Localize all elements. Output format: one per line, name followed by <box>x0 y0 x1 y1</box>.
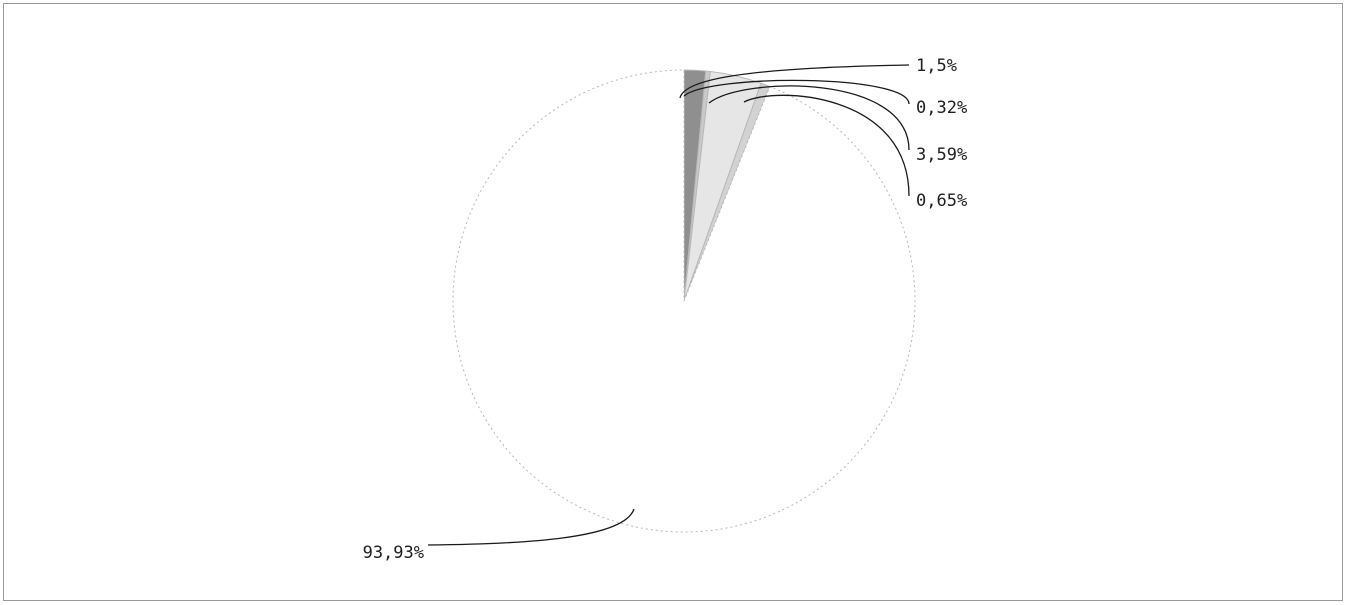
leader-line <box>679 64 910 99</box>
data-label: 93,93% <box>363 543 424 563</box>
pie-chart: 1,5% 0,32% 3,59% 0,65% 93,93% <box>363 56 968 563</box>
leader-line <box>427 508 635 546</box>
leader-line <box>743 94 910 197</box>
data-label: 0,65% <box>916 191 967 211</box>
data-label: 3,59% <box>916 145 967 165</box>
data-label: 0,32% <box>916 98 967 118</box>
pie-slice <box>452 69 916 533</box>
chart-frame: 1,5% 0,32% 3,59% 0,65% 93,93% <box>3 3 1343 601</box>
leader-line <box>708 85 910 151</box>
data-label: 1,5% <box>916 56 957 76</box>
leader-line <box>683 79 910 105</box>
